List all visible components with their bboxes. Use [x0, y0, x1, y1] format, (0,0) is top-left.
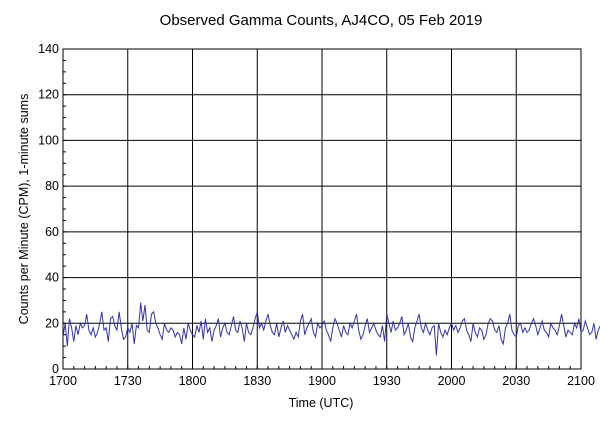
- x-tick-label: 1730: [114, 374, 142, 388]
- y-tick-label: 80: [45, 179, 59, 193]
- y-tick-label: 100: [38, 133, 59, 147]
- x-tick-label: 2030: [502, 374, 530, 388]
- y-axis-label: Counts per Minute (CPM), 1-minute sums: [17, 94, 31, 325]
- x-tick-label: 2000: [438, 374, 466, 388]
- x-axis-label: Time (UTC): [289, 396, 354, 410]
- plot-area: [62, 302, 600, 356]
- y-axis: 0 20 40 60 80 100 120 140: [38, 42, 66, 376]
- x-tick-label: 1830: [243, 374, 271, 388]
- x-tick-label: 1800: [179, 374, 207, 388]
- y-tick-label: 60: [45, 225, 59, 239]
- x-tick-label: 1930: [373, 374, 401, 388]
- y-tick-label: 120: [38, 88, 59, 102]
- x-axis: 1700 1730 1800 1830 1900 1930 2000 2030 2100: [49, 366, 595, 388]
- x-tick-label: 2100: [567, 374, 595, 388]
- x-tick-label: 1700: [49, 374, 77, 388]
- y-tick-label: 40: [45, 271, 59, 285]
- grid: [62, 48, 582, 370]
- chart-title: Observed Gamma Counts, AJ4CO, 05 Feb 201…: [160, 12, 483, 29]
- y-tick-label: 0: [52, 362, 59, 376]
- y-tick-label: 140: [38, 42, 59, 56]
- series-line: [62, 302, 600, 356]
- x-tick-label: 1900: [308, 374, 336, 388]
- y-tick-label: 20: [45, 316, 59, 330]
